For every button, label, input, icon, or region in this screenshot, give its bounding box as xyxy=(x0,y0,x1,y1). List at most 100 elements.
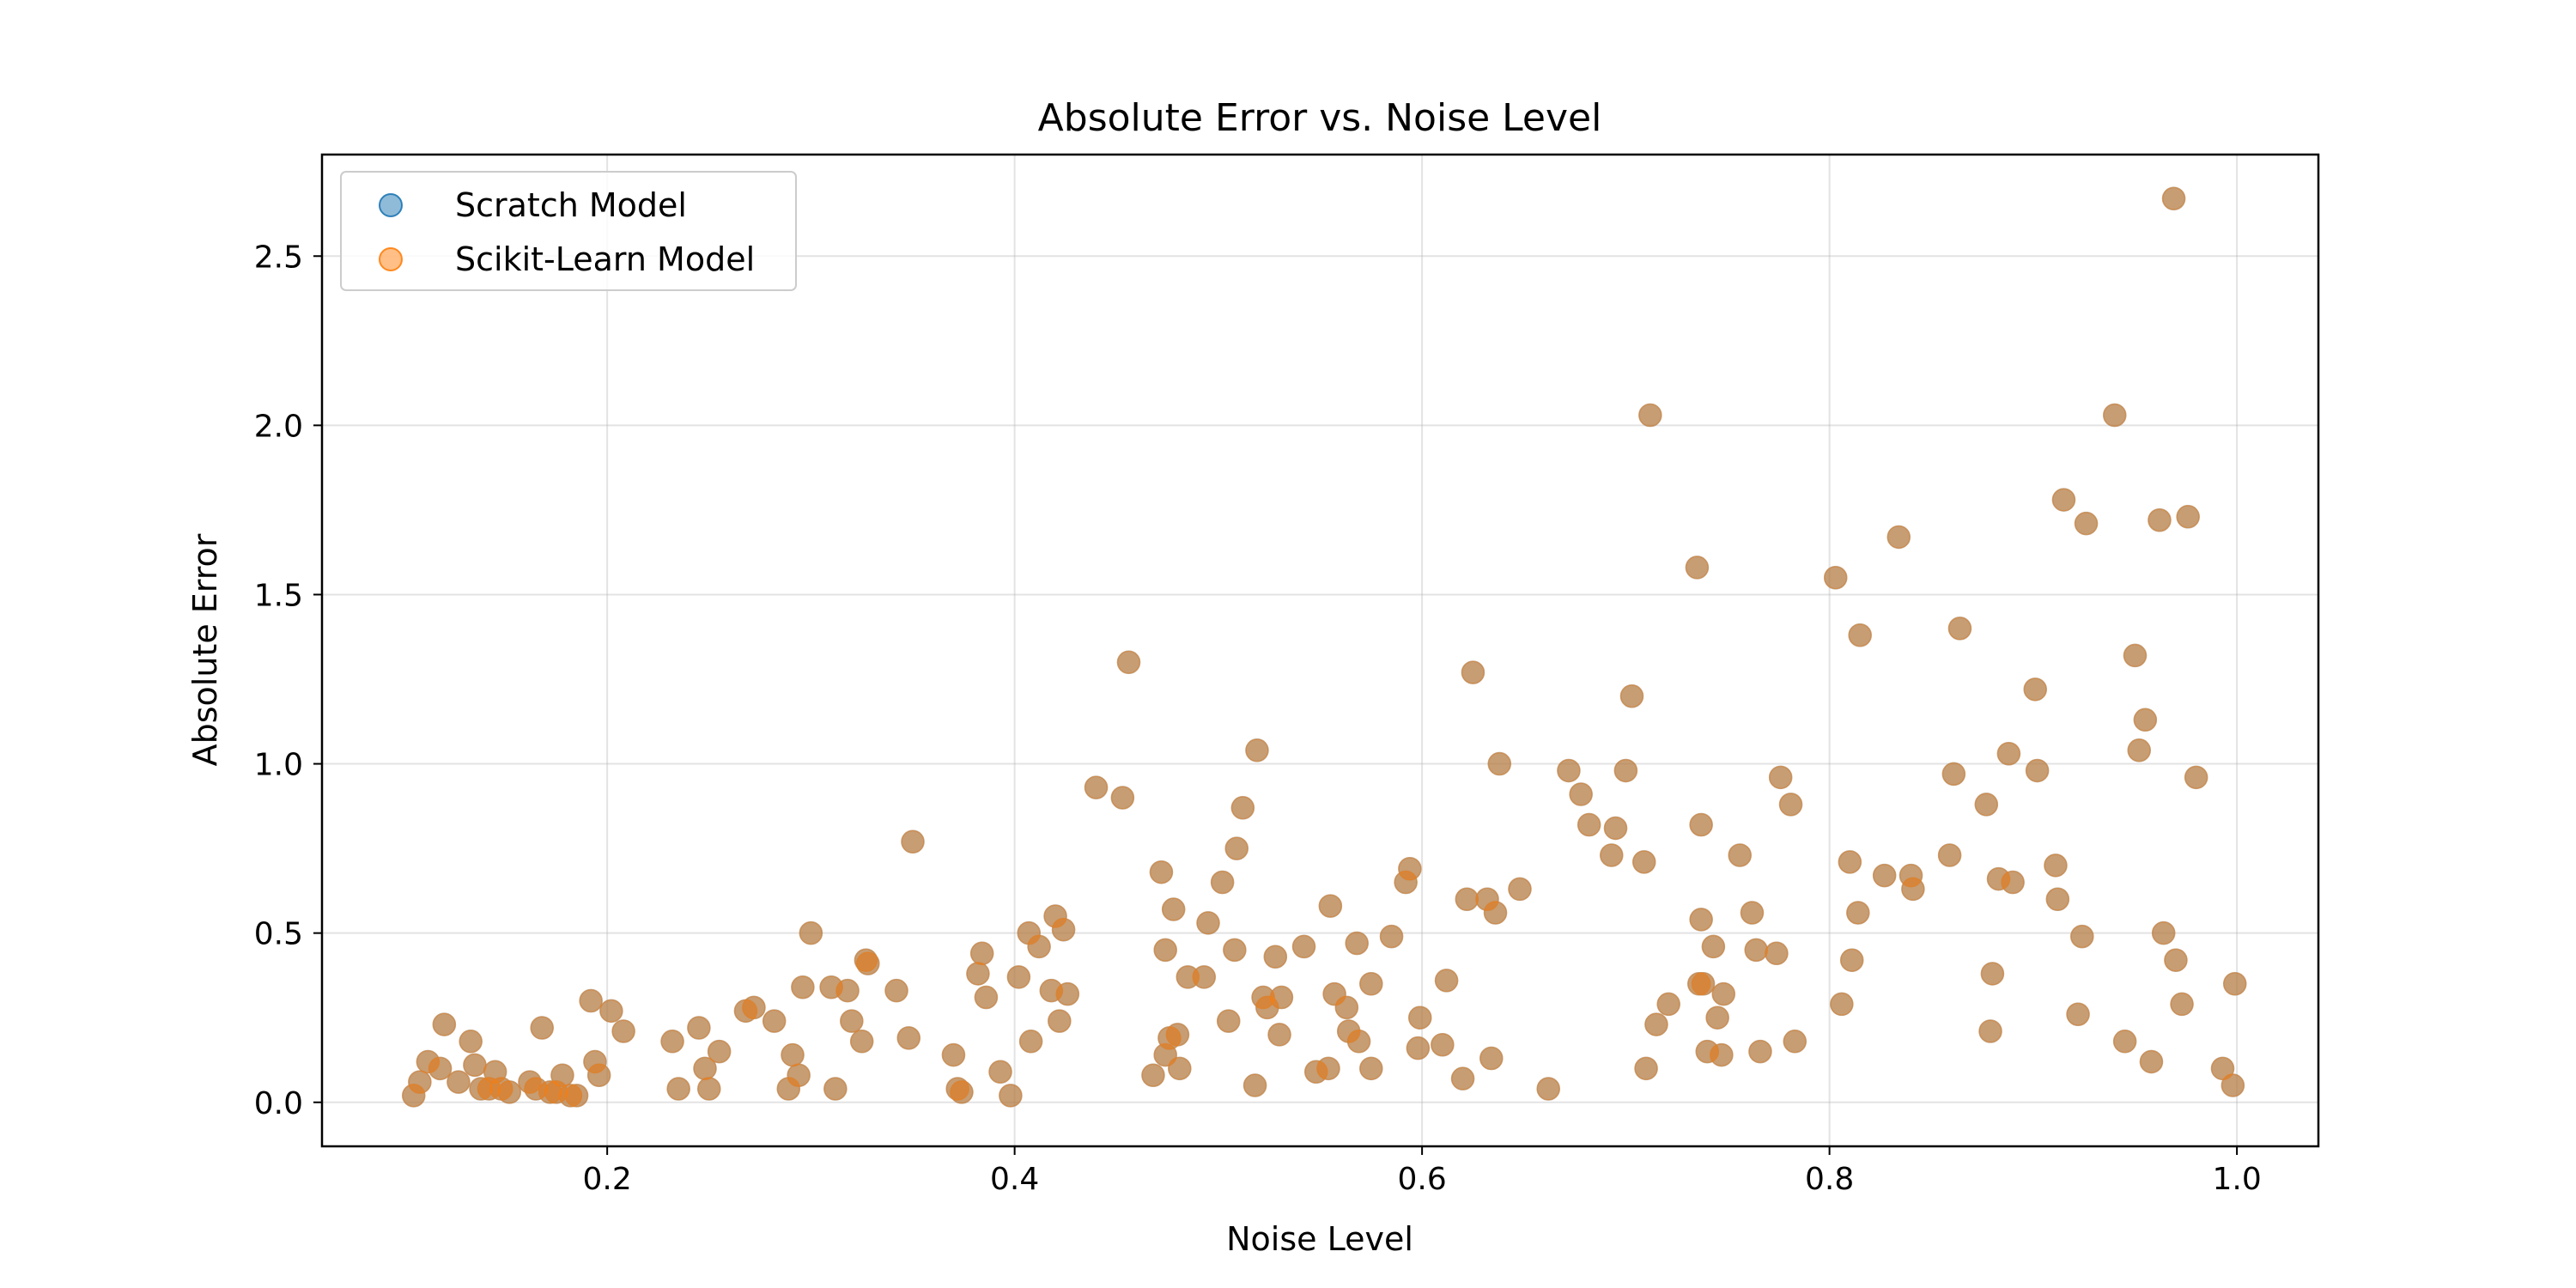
point-scikit-learn-model xyxy=(599,999,623,1024)
point-scikit-learn-model xyxy=(1406,1036,1431,1060)
point-scikit-learn-model xyxy=(856,951,880,975)
point-scikit-learn-model xyxy=(1823,565,1848,590)
point-scikit-learn-model xyxy=(432,1012,457,1036)
point-scikit-learn-model xyxy=(1168,1056,1192,1081)
point-scikit-learn-model xyxy=(969,941,994,966)
point-scikit-learn-model xyxy=(2123,643,2148,668)
point-scikit-learn-model xyxy=(884,978,908,1003)
point-scikit-learn-model xyxy=(1334,995,1359,1020)
point-scikit-learn-model xyxy=(1980,962,2005,986)
point-scikit-learn-model xyxy=(1656,992,1680,1017)
point-scikit-learn-model xyxy=(1450,1066,1475,1091)
point-scikit-learn-model xyxy=(1600,843,1624,867)
point-scikit-learn-model xyxy=(1245,738,1269,762)
point-scikit-learn-model xyxy=(1577,812,1601,837)
point-scikit-learn-model xyxy=(1830,992,1854,1017)
point-scikit-learn-model xyxy=(1345,931,1369,956)
point-scikit-learn-model xyxy=(1846,901,1870,925)
y-tick-label: 0.5 xyxy=(254,917,303,952)
point-scikit-learn-model xyxy=(1161,897,1186,921)
point-scikit-learn-model xyxy=(1224,836,1249,860)
y-tick-label: 2.0 xyxy=(254,409,303,444)
point-scikit-learn-model xyxy=(840,1009,864,1033)
point-scikit-learn-model xyxy=(849,1030,874,1054)
point-scikit-learn-model xyxy=(1603,816,1628,841)
point-scikit-learn-model xyxy=(1461,660,1485,684)
point-scikit-learn-model xyxy=(974,985,999,1010)
point-scikit-learn-model xyxy=(1557,758,1581,783)
point-scikit-learn-model xyxy=(1711,981,1735,1006)
point-scikit-learn-model xyxy=(586,1063,611,1087)
point-scikit-learn-model xyxy=(941,1042,966,1067)
point-scikit-learn-model xyxy=(428,1056,453,1081)
point-scikit-learn-model xyxy=(459,1030,483,1054)
point-scikit-learn-model xyxy=(1291,934,1316,959)
point-scikit-learn-model xyxy=(1947,617,1972,641)
point-scikit-learn-model xyxy=(1768,765,1793,790)
grid xyxy=(322,155,2318,1146)
point-scikit-learn-model xyxy=(2176,505,2200,529)
point-scikit-learn-model xyxy=(1941,762,1966,787)
point-scikit-learn-model xyxy=(1018,1030,1043,1054)
point-scikit-learn-model xyxy=(988,1060,1012,1084)
point-scikit-learn-model xyxy=(901,829,925,854)
point-scikit-learn-model xyxy=(2151,920,2176,945)
point-scikit-learn-model xyxy=(1691,972,1716,996)
point-scikit-learn-model xyxy=(2170,992,2194,1017)
point-scikit-learn-model xyxy=(2001,870,2025,895)
y-tick-label: 2.5 xyxy=(254,240,303,275)
point-scikit-learn-model xyxy=(2045,887,2070,911)
point-scikit-learn-model xyxy=(1110,786,1135,810)
point-scikit-learn-model xyxy=(2066,1002,2090,1027)
point-scikit-learn-model xyxy=(1536,1077,1560,1101)
point-scikit-learn-model xyxy=(823,1077,848,1101)
point-scikit-learn-model xyxy=(896,1026,921,1050)
point-scikit-learn-model xyxy=(1613,758,1638,783)
point-scikit-learn-model xyxy=(1116,650,1141,675)
point-scikit-learn-model xyxy=(1269,985,1294,1010)
point-scikit-learn-model xyxy=(1619,683,1644,708)
point-scikit-learn-model xyxy=(966,962,990,986)
point-scikit-learn-model xyxy=(2139,1049,2164,1074)
point-scikit-learn-model xyxy=(1027,934,1051,959)
point-scikit-learn-model xyxy=(835,978,860,1003)
legend-marker-scikit-learn-model xyxy=(379,247,403,271)
point-scikit-learn-model xyxy=(1740,901,1765,925)
point-scikit-learn-model xyxy=(579,988,603,1013)
point-scikit-learn-model xyxy=(1431,1032,1455,1057)
point-scikit-learn-model xyxy=(791,975,815,999)
legend-label-scratch-model: Scratch Model xyxy=(455,186,687,224)
point-scikit-learn-model xyxy=(1838,850,1862,874)
point-scikit-learn-model xyxy=(1263,945,1288,969)
point-scikit-learn-model xyxy=(1765,941,1789,966)
point-scikit-learn-model xyxy=(1230,796,1255,820)
point-scikit-learn-model xyxy=(2074,511,2099,536)
point-scikit-learn-model xyxy=(1701,934,1726,959)
point-scikit-learn-model xyxy=(1744,938,1768,963)
point-scikit-learn-model xyxy=(2070,924,2094,949)
point-scikit-learn-model xyxy=(1165,1023,1190,1047)
point-scikit-learn-model xyxy=(1084,775,1109,799)
point-scikit-learn-model xyxy=(2023,677,2047,702)
point-scikit-learn-model xyxy=(2161,186,2186,210)
point-scikit-learn-model xyxy=(1872,863,1897,888)
point-scikit-learn-model xyxy=(1778,793,1803,817)
point-scikit-learn-model xyxy=(1631,850,1656,874)
point-scikit-learn-model xyxy=(1267,1023,1291,1047)
point-scikit-learn-model xyxy=(1839,948,1864,972)
point-scikit-learn-model xyxy=(2051,488,2076,512)
point-scikit-learn-model xyxy=(611,1019,635,1043)
point-scikit-learn-model xyxy=(1689,812,1713,837)
point-scikit-learn-model xyxy=(497,1080,522,1104)
point-scikit-learn-model xyxy=(1192,965,1217,989)
point-scikit-learn-model xyxy=(2133,708,2158,732)
point-scikit-learn-model xyxy=(1359,972,1383,996)
point-scikit-learn-model xyxy=(1689,908,1713,932)
x-tick-label: 0.8 xyxy=(1805,1162,1854,1197)
legend-marker-scratch-model xyxy=(379,193,403,217)
point-scikit-learn-model xyxy=(1937,843,1962,867)
point-scikit-learn-model xyxy=(697,1077,721,1101)
axis-ticks: 0.2 0.4 0.6 0.8 1.0 0.0 0.5 1.0 1.5 2.0 2.5 xyxy=(254,240,2262,1197)
